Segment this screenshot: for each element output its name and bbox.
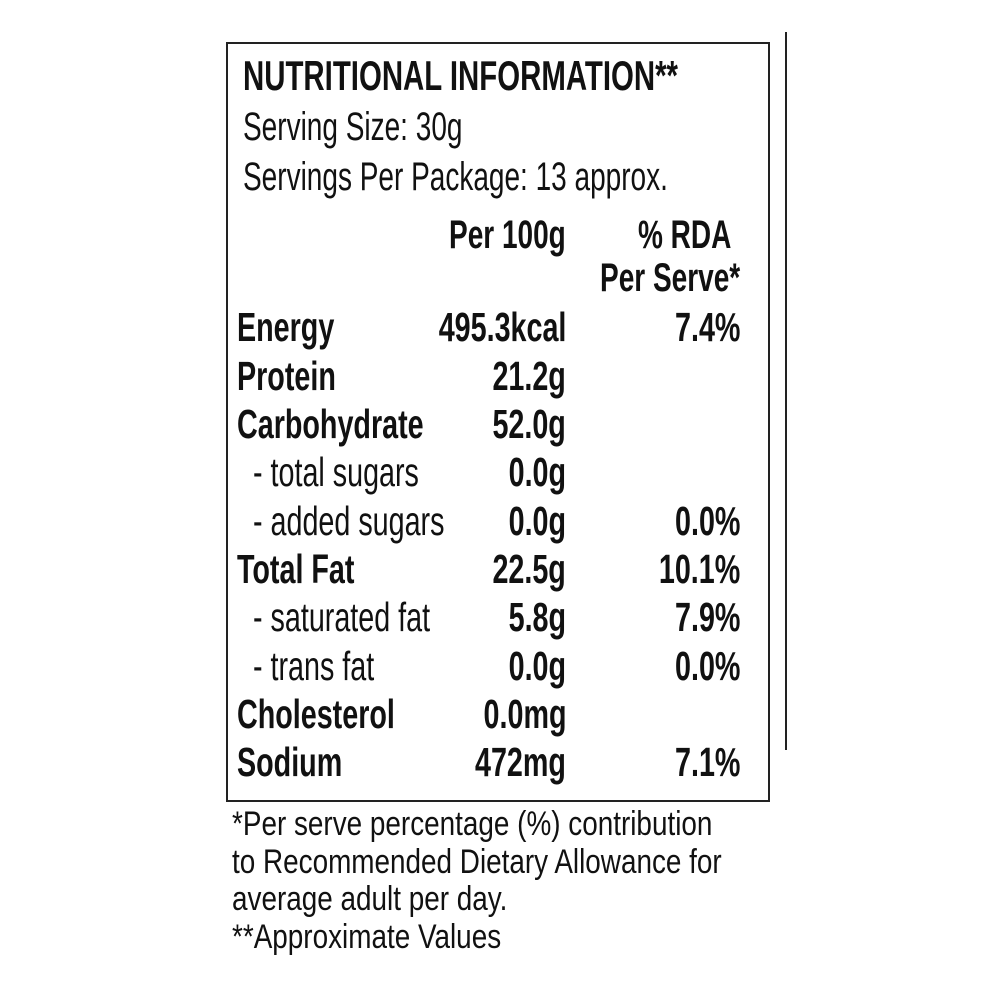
nutrient-name: - added sugars [253,497,445,544]
serving-size: Serving Size: 30g [243,105,463,149]
nutrient-name: Total Fat [237,545,355,592]
column-header: Per Serve* [599,256,740,300]
nutrient-name: Sodium [237,739,343,786]
per-100g-value: 52.0g [492,401,566,448]
rda-value: 10.1% [658,545,740,592]
column-header: Per 100g [449,213,566,257]
per-100g-value: 5.8g [508,594,566,641]
footnote: *Per serve percentage (%) contribution [232,805,713,844]
nutrient-name: Energy [237,304,335,351]
per-100g-value: 22.5g [492,545,566,592]
per-100g-value: 0.0mg [483,690,566,737]
nutrient-name: Cholesterol [237,690,395,737]
nutrient-name: Carbohydrate [237,401,424,448]
nutrient-name: - total sugars [253,449,419,496]
rda-value: 7.9% [674,594,740,641]
per-100g-value: 0.0g [508,497,566,544]
rda-value: 0.0% [674,642,740,689]
per-100g-value: 472mg [475,739,566,786]
nutrient-name: - trans fat [253,642,375,689]
rda-value: 0.0% [674,497,740,544]
footnote: average adult per day. [232,880,508,919]
rda-value: 7.4% [674,304,740,351]
footnote: to Recommended Dietary Allowance for [232,842,722,881]
rda-value: 7.1% [674,739,740,786]
per-100g-value: 0.0g [508,642,566,689]
side-rule [785,32,787,750]
column-header: % RDA [637,213,731,257]
servings-per-package: Servings Per Package: 13 approx. [243,155,668,199]
per-100g-value: 21.2g [492,352,566,399]
title: NUTRITIONAL INFORMATION** [243,51,678,99]
nutrient-name: - saturated fat [253,594,431,641]
per-100g-value: 495.3kcal [438,304,566,351]
nutrient-name: Protein [237,352,336,399]
footnote: **Approximate Values [232,917,502,956]
per-100g-value: 0.0g [508,449,566,496]
label-box [226,42,770,802]
